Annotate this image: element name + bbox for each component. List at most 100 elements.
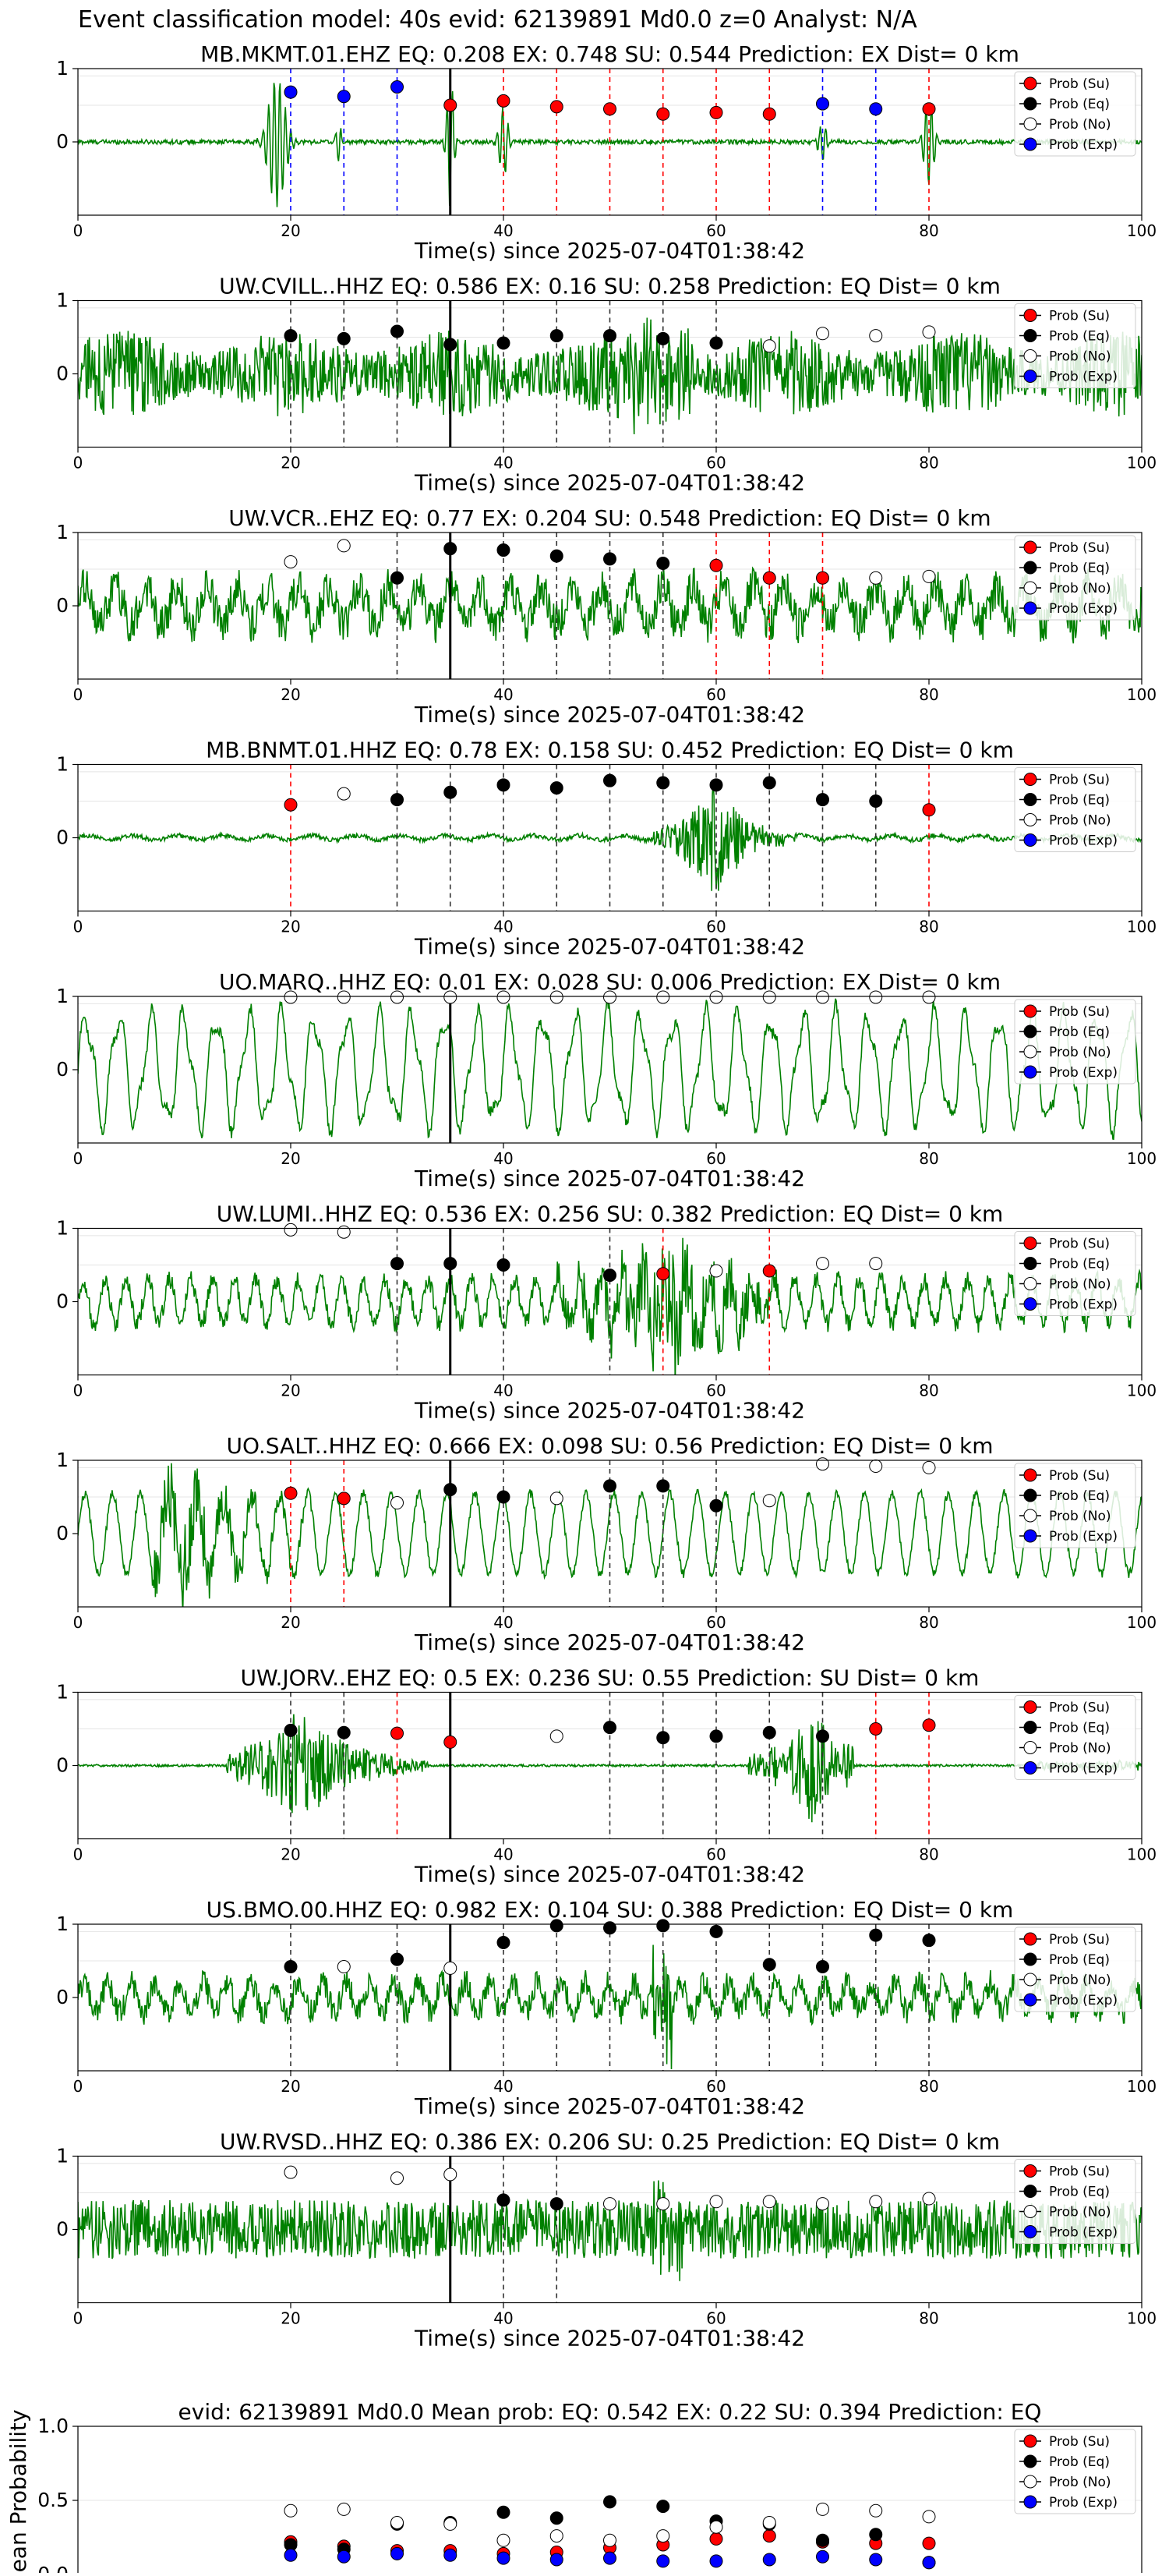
prob-marker-eq [443,338,457,352]
mean-prob-marker-no [603,2533,616,2547]
prob-marker-eq [656,1479,670,1493]
y-tick-label: 0.5 [37,2489,69,2511]
x-axis-label: Time(s) since 2025-07-04T01:38:42 [414,1862,805,1888]
y-axis-label: Mean Probability [5,2409,31,2573]
panel-title: UW.JORV..EHZ EQ: 0.5 EX: 0.236 SU: 0.55 … [241,1665,980,1691]
prob-marker-eq [709,778,723,792]
prob-marker-su [816,571,829,585]
prob-marker-eq [284,329,298,343]
legend-label-no: Prob (No) [1049,1741,1111,1757]
legend-label-su: Prob (Su) [1049,1468,1110,1484]
prob-marker-eq [390,1257,404,1271]
mean-prob-marker-no [869,2503,883,2518]
x-tick-label: 80 [919,918,938,936]
prob-marker-no [284,1223,298,1237]
x-axis-label: Time(s) since 2025-07-04T01:38:42 [414,934,805,960]
panel-title: UW.CVILL..HHZ EQ: 0.586 EX: 0.16 SU: 0.2… [219,274,1001,299]
x-tick-label: 20 [281,221,300,240]
station-panel: UW.CVILL..HHZ EQ: 0.586 EX: 0.16 SU: 0.2… [56,274,1157,496]
prob-marker-no [762,990,776,1004]
x-tick-label: 20 [281,685,300,704]
prob-marker-su [337,1491,351,1506]
prob-marker-eq [656,1731,670,1745]
legend-box [1014,1695,1136,1780]
x-tick-label: 80 [919,221,938,240]
x-tick-label: 20 [281,1382,300,1400]
prob-marker-no [549,1729,563,1743]
x-tick-label: 0 [73,1845,83,1864]
legend-marker-no [1023,1509,1037,1523]
x-tick-label: 80 [919,1845,938,1864]
x-tick-label: 80 [919,2077,938,2096]
x-tick-label: 80 [919,1613,938,1632]
legend-marker-no [1023,1973,1037,1987]
prob-marker-eq [549,2197,563,2211]
prob-marker-no [869,1460,883,1474]
prob-marker-no [496,990,510,1004]
prob-marker-eq [549,781,563,795]
mean-prob-marker-exp [496,2551,510,2565]
legend-marker-su [1023,773,1037,786]
station-panel: UO.SALT..HHZ EQ: 0.666 EX: 0.098 SU: 0.5… [56,1433,1157,1655]
waveform-trace [78,317,1142,435]
x-axis-label: Time(s) since 2025-07-04T01:38:42 [414,1398,805,1424]
legend-label-no: Prob (No) [1049,349,1111,365]
mean-prob-marker-no [337,2502,351,2516]
legend-label-exp: Prob (Exp) [1049,1297,1118,1313]
prob-marker-no [284,555,298,569]
legend-label-su: Prob (Su) [1049,773,1110,788]
waveform-trace [78,1463,1142,1607]
x-axis-label: Time(s) since 2025-07-04T01:38:42 [414,1629,805,1655]
prob-marker-eq [603,1921,616,1935]
station-panel: UW.JORV..EHZ EQ: 0.5 EX: 0.236 SU: 0.55 … [56,1665,1157,1888]
mean-prob-marker-no [656,2529,670,2543]
x-tick-label: 40 [493,1382,513,1400]
mean-prob-marker-exp [390,2546,404,2560]
mean-prob-marker-exp [337,2549,351,2564]
prob-marker-eq [762,776,776,790]
prob-marker-no [869,2195,883,2209]
legend-marker-exp [1023,2225,1037,2238]
prob-marker-no [762,2195,776,2209]
mean-prob-marker-no [284,2503,298,2518]
figure-suptitle: Event classification model: 40s evid: 62… [78,6,917,34]
prob-marker-eq [443,542,457,556]
legend-label-su: Prob (Su) [1049,1700,1110,1716]
prob-marker-eq [443,1257,457,1271]
prob-marker-eq [549,329,563,343]
legend-marker-eq [1023,1257,1037,1270]
y-tick-label: 1 [56,1681,69,1704]
legend-marker-exp [1023,1065,1037,1079]
legend-marker-su [1023,1004,1037,1018]
prob-marker-su [284,798,298,812]
y-tick-label: 0 [56,1522,69,1545]
prob-marker-no [603,990,616,1004]
x-axis-label: Time(s) since 2025-07-04T01:38:42 [414,2093,805,2119]
mean-prob-marker-exp [869,2553,883,2567]
legend-label-eq: Prob (Eq) [1049,1952,1110,1968]
prob-marker-eq [656,776,670,790]
legend-marker-no [1023,1045,1037,1059]
legend-marker-exp [1023,1297,1037,1311]
mean-prob-marker-exp [922,2556,936,2570]
station-panel: UW.VCR..EHZ EQ: 0.77 EX: 0.204 SU: 0.548… [56,505,1157,727]
mean-prob-marker-eq [656,2500,670,2514]
legend-marker-su [1023,2434,1037,2448]
prob-marker-no [390,990,404,1004]
x-tick-label: 60 [706,2309,726,2328]
mean-prob-marker-exp [762,2553,776,2567]
prob-marker-eq [549,1919,563,1933]
legend-label-eq: Prob (Eq) [1049,793,1110,809]
prob-marker-eq [656,1919,670,1933]
prob-marker-eq [762,1725,776,1739]
legend-marker-no [1023,2205,1037,2218]
prob-marker-eq [709,1499,723,1513]
prob-marker-eq [496,543,510,557]
legend-marker-eq [1023,2454,1037,2468]
y-tick-label: 0 [56,594,69,617]
legend-marker-no [1023,2475,1037,2489]
legend-marker-no [1023,1277,1037,1290]
legend-marker-su [1023,1700,1037,1714]
x-tick-label: 80 [919,685,938,704]
prob-marker-eq [496,336,510,350]
